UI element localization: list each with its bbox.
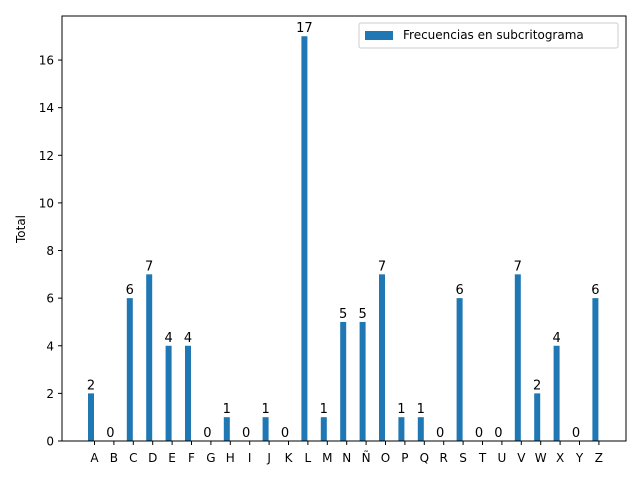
y-tick-label-0: 0 bbox=[46, 435, 54, 449]
bar-X bbox=[553, 345, 560, 441]
legend-swatch bbox=[365, 31, 393, 40]
data-label-O: 7 bbox=[378, 259, 386, 274]
data-label-U: 0 bbox=[494, 426, 502, 441]
y-tick-label-2: 2 bbox=[46, 387, 54, 401]
x-tick-label-P: P bbox=[401, 451, 408, 465]
data-label-F: 4 bbox=[184, 331, 192, 346]
data-label-C: 6 bbox=[126, 283, 134, 298]
bar-Q bbox=[417, 417, 424, 441]
bar-E bbox=[165, 345, 172, 441]
bars-layer bbox=[88, 36, 599, 442]
plot-frame bbox=[61, 15, 627, 442]
x-tick-label-D: D bbox=[148, 451, 157, 465]
legend-frame bbox=[358, 22, 619, 49]
x-tick-label-Ñ: Ñ bbox=[362, 450, 371, 465]
x-tick-label-R: R bbox=[440, 451, 448, 465]
bar-C bbox=[126, 298, 133, 441]
bar-P bbox=[398, 417, 405, 441]
bar-Z bbox=[592, 298, 599, 441]
x-tick-label-Z: Z bbox=[595, 451, 603, 465]
y-tick-label-6: 6 bbox=[46, 292, 54, 306]
x-tick-label-B: B bbox=[110, 451, 118, 465]
y-tick-label-10: 10 bbox=[39, 196, 54, 210]
data-label-Ñ: 5 bbox=[358, 307, 366, 322]
x-tick-label-H: H bbox=[226, 451, 235, 465]
data-label-K: 0 bbox=[281, 426, 289, 441]
data-label-E: 4 bbox=[164, 331, 172, 346]
data-label-D: 7 bbox=[145, 259, 153, 274]
data-label-A: 2 bbox=[87, 378, 95, 393]
data-label-L: 17 bbox=[296, 21, 313, 36]
x-tick-label-F: F bbox=[188, 451, 195, 465]
data-label-W: 2 bbox=[533, 378, 541, 393]
x-tick-label-C: C bbox=[129, 451, 137, 465]
data-label-R: 0 bbox=[436, 426, 444, 441]
y-axis-label: Total bbox=[14, 215, 28, 244]
x-tick-label-W: W bbox=[535, 451, 547, 465]
data-label-Z: 6 bbox=[591, 283, 599, 298]
data-label-I: 0 bbox=[242, 426, 250, 441]
data-label-B: 0 bbox=[106, 426, 114, 441]
x-tick-label-Q: Q bbox=[420, 451, 429, 465]
data-label-V: 7 bbox=[514, 259, 522, 274]
x-tick-label-O: O bbox=[381, 451, 390, 465]
y-tick-label-12: 12 bbox=[39, 149, 54, 163]
y-axis: 0 2 4 6 8 10 12 14 16 bbox=[39, 54, 62, 449]
bar-D bbox=[146, 274, 153, 441]
bar-S bbox=[456, 298, 463, 441]
data-label-S: 6 bbox=[455, 283, 463, 298]
data-label-T: 0 bbox=[475, 426, 483, 441]
data-label-Y: 0 bbox=[572, 426, 580, 441]
bar-A bbox=[88, 393, 94, 441]
y-tick-label-8: 8 bbox=[46, 244, 54, 258]
bar-Ñ bbox=[359, 321, 366, 441]
data-label-Q: 1 bbox=[417, 402, 425, 417]
data-label-J: 1 bbox=[261, 402, 269, 417]
data-label-N: 5 bbox=[339, 307, 347, 322]
x-tick-label-E: E bbox=[168, 451, 176, 465]
x-tick-label-K: K bbox=[285, 451, 294, 465]
x-tick-label-T: T bbox=[478, 451, 487, 465]
legend-label: Frecuencias en subcritograma bbox=[403, 28, 584, 42]
x-tick-label-V: V bbox=[517, 451, 526, 465]
data-label-G: 0 bbox=[203, 426, 211, 441]
bar-L bbox=[301, 36, 308, 442]
x-tick-label-L: L bbox=[305, 451, 312, 465]
legend: Frecuencias en subcritograma bbox=[358, 22, 619, 49]
x-tick-label-N: N bbox=[342, 451, 351, 465]
x-tick-label-I: I bbox=[248, 451, 252, 465]
x-tick-label-X: X bbox=[556, 451, 564, 465]
bar-W bbox=[534, 393, 541, 441]
bar-O bbox=[379, 274, 385, 441]
bar-J bbox=[262, 417, 269, 441]
x-tick-label-Y: Y bbox=[575, 451, 584, 465]
x-tick-label-J: J bbox=[266, 451, 271, 465]
bar-N bbox=[340, 321, 347, 441]
x-tick-label-M: M bbox=[322, 451, 332, 465]
bar-H bbox=[223, 417, 230, 441]
x-tick-label-U: U bbox=[498, 451, 507, 465]
data-label-X: 4 bbox=[552, 331, 560, 346]
data-label-M: 1 bbox=[320, 402, 328, 417]
x-tick-label-S: S bbox=[459, 451, 467, 465]
bar-F bbox=[185, 345, 191, 441]
bar-V bbox=[514, 274, 521, 441]
x-tick-label-A: A bbox=[90, 451, 99, 465]
y-tick-label-4: 4 bbox=[46, 339, 54, 353]
data-label-P: 1 bbox=[397, 402, 405, 417]
y-tick-label-16: 16 bbox=[39, 54, 54, 68]
x-tick-label-G: G bbox=[206, 451, 215, 465]
data-label-H: 1 bbox=[223, 402, 231, 417]
y-tick-label-14: 14 bbox=[39, 101, 54, 115]
bar-M bbox=[320, 417, 327, 441]
